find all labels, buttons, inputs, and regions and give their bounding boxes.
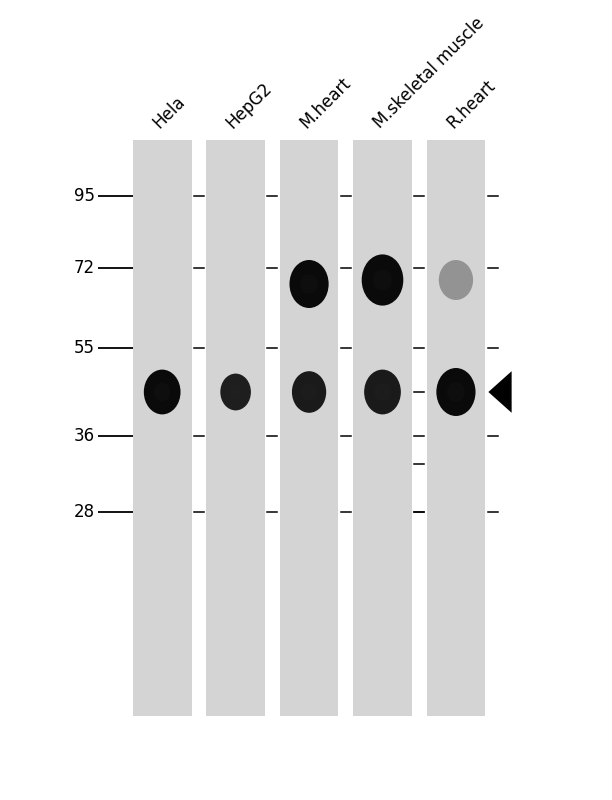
Ellipse shape [292, 371, 326, 413]
Ellipse shape [301, 384, 317, 400]
Ellipse shape [289, 260, 329, 308]
Polygon shape [488, 371, 512, 413]
Bar [280, 140, 338, 716]
Text: M.heart: M.heart [296, 74, 354, 132]
Bar [133, 140, 192, 716]
Ellipse shape [364, 370, 401, 414]
Bar [353, 140, 412, 716]
Ellipse shape [220, 374, 251, 410]
Text: R.heart: R.heart [443, 77, 499, 132]
Ellipse shape [436, 368, 476, 416]
Text: HepG2: HepG2 [223, 79, 276, 132]
Ellipse shape [229, 385, 242, 399]
Bar [427, 140, 485, 716]
Ellipse shape [447, 382, 465, 402]
Ellipse shape [373, 270, 392, 290]
Ellipse shape [144, 370, 181, 414]
Text: 95: 95 [74, 187, 95, 205]
Ellipse shape [300, 274, 318, 294]
Ellipse shape [375, 383, 391, 401]
Text: M.skeletal muscle: M.skeletal muscle [370, 14, 488, 132]
Text: Hela: Hela [149, 93, 188, 132]
Ellipse shape [362, 254, 403, 306]
Bar [206, 140, 265, 716]
Ellipse shape [439, 260, 473, 300]
Ellipse shape [154, 383, 170, 401]
Text: 55: 55 [74, 339, 95, 357]
Text: 28: 28 [73, 503, 95, 521]
Text: 36: 36 [73, 427, 95, 445]
Text: 72: 72 [73, 259, 95, 277]
